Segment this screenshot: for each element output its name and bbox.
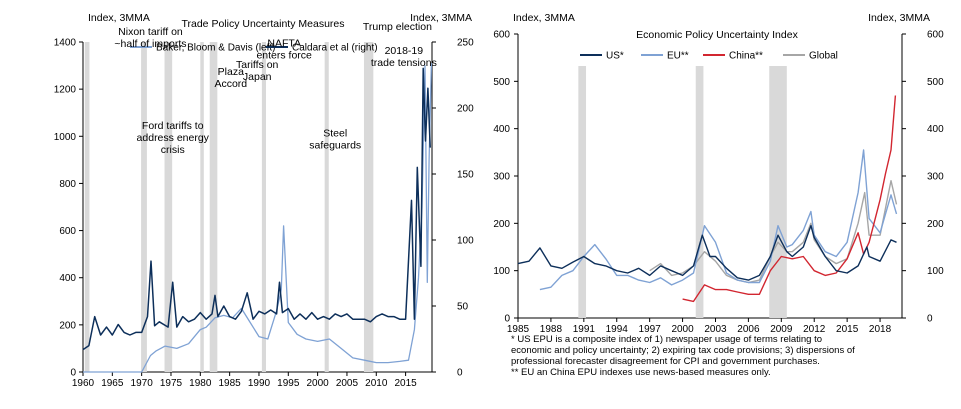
x-tick-label: 1985 xyxy=(219,378,242,389)
x-tick-label: 2009 xyxy=(770,324,793,335)
y-tick-label-right: 600 xyxy=(927,30,944,41)
legend-label: EU** xyxy=(667,51,689,62)
annotation-label: Steel safeguards xyxy=(309,127,361,151)
y-tick-label-right: 500 xyxy=(927,77,944,88)
x-tick-label: 1975 xyxy=(160,378,183,389)
recession-shade xyxy=(363,42,374,372)
y-tick-label-right: 100 xyxy=(457,236,474,247)
left-chart-title: Trade Policy Uncertainty Measures xyxy=(181,18,344,30)
x-tick-label: 1960 xyxy=(72,378,95,389)
y-tick-label-right: 400 xyxy=(927,124,944,135)
y-tick-label-right: 300 xyxy=(927,172,944,183)
y-tick-label-left: 1200 xyxy=(54,85,77,96)
x-tick-label: 1997 xyxy=(639,324,662,335)
x-tick-label: 1988 xyxy=(540,324,563,335)
y-tick-label-left: 600 xyxy=(59,226,76,237)
series-line-caldara xyxy=(82,67,431,351)
recession-shade xyxy=(578,66,587,318)
y-tick-label-right: 0 xyxy=(457,368,463,379)
x-tick-label: 2010 xyxy=(365,378,388,389)
x-tick-label: 1985 xyxy=(507,324,530,335)
x-tick-label: 2000 xyxy=(306,378,329,389)
series-line-china xyxy=(682,95,897,303)
y-tick-label-left: 100 xyxy=(493,266,510,277)
recession-shade xyxy=(164,42,173,372)
x-tick-label: 2018 xyxy=(869,324,892,335)
footnote-line: economic and policy uncertainty; 2) expi… xyxy=(511,345,855,356)
x-tick-label: 2015 xyxy=(836,324,859,335)
y-tick-label-left: 500 xyxy=(493,77,510,88)
y-tick-label-left: 800 xyxy=(59,179,76,190)
y-tick-label-left: 200 xyxy=(493,219,510,230)
y-tick-label-left: 0 xyxy=(70,368,76,379)
right-chart-right-axis-label: Index, 3MMA xyxy=(868,12,930,24)
y-tick-label-left: 1400 xyxy=(54,38,77,49)
left-chart-left-axis-label: Index, 3MMA xyxy=(88,12,150,24)
y-tick-label-left: 300 xyxy=(493,172,510,183)
y-tick-label-left: 200 xyxy=(59,320,76,331)
x-tick-label: 1965 xyxy=(101,378,124,389)
annotation-label: NAFTA enters force xyxy=(256,38,312,62)
y-tick-label-right: 200 xyxy=(927,219,944,230)
legend-label: Caldara et al (right) xyxy=(292,43,378,54)
annotation-label: 2018-19 trade tensions xyxy=(371,45,437,69)
right-chart-left-axis-label: Index, 3MMA xyxy=(513,12,575,24)
x-tick-label: 2000 xyxy=(671,324,694,335)
recession-shade xyxy=(209,42,218,372)
annotation-label: Ford tariffs to address energy crisis xyxy=(137,120,210,156)
x-tick-label: 2006 xyxy=(737,324,760,335)
right-chart-title: Economic Policy Uncertainty Index xyxy=(636,29,798,41)
y-tick-label-left: 400 xyxy=(59,273,76,284)
y-tick-label-right: 150 xyxy=(457,170,474,181)
y-tick-label-left: 600 xyxy=(493,30,510,41)
y-tick-label-right: 200 xyxy=(457,104,474,115)
series-line-bbd xyxy=(83,63,433,373)
x-tick-label: 1980 xyxy=(189,378,212,389)
recession-shade xyxy=(141,42,147,372)
y-tick-label-right: 0 xyxy=(927,314,933,325)
y-tick-label-right: 250 xyxy=(457,38,474,49)
legend-label: China** xyxy=(729,51,763,62)
left-chart-right-axis-label: Index, 3MMA xyxy=(410,12,472,24)
recession-shade xyxy=(200,42,204,372)
y-tick-label-right: 100 xyxy=(927,266,944,277)
recession-shade xyxy=(769,66,787,318)
x-tick-label: 1995 xyxy=(277,378,300,389)
legend-label: US* xyxy=(606,51,624,62)
x-tick-label: 1970 xyxy=(131,378,154,389)
recession-shade xyxy=(261,42,267,372)
y-tick-label-right: 50 xyxy=(457,302,469,313)
annotation-label: Nixon tariff on ~half of imports xyxy=(114,26,186,50)
series-line-us xyxy=(517,224,897,281)
x-tick-label: 1990 xyxy=(248,378,271,389)
footnote-line: ** EU an China EPU indexes use news-base… xyxy=(511,367,771,378)
x-tick-label: 2003 xyxy=(704,324,727,335)
y-tick-label-left: 400 xyxy=(493,124,510,135)
recession-shade xyxy=(84,42,90,372)
y-tick-label-left: 1000 xyxy=(54,132,77,143)
annotation-label: Trump election xyxy=(363,21,432,33)
x-tick-label: 2012 xyxy=(803,324,826,335)
recession-shade xyxy=(695,66,704,318)
legend-label: Baker, Bloom & Davis (left) xyxy=(156,43,275,54)
x-tick-label: 2005 xyxy=(336,378,359,389)
footnote-line: professional forecaster disagreement for… xyxy=(511,356,820,367)
footnote-line: * US EPU is a composite index of 1) news… xyxy=(511,334,823,345)
annotation-label: Tariffs on Japan xyxy=(236,59,279,83)
x-tick-label: 1994 xyxy=(606,324,629,335)
legend-label: Global xyxy=(809,51,838,62)
series-line-eu xyxy=(539,149,898,291)
footnotes: * US EPU is a composite index of 1) news… xyxy=(511,334,951,378)
x-tick-label: 1991 xyxy=(573,324,596,335)
y-tick-label-left: 0 xyxy=(504,314,510,325)
annotation-label: Plaza Accord xyxy=(214,66,247,90)
x-tick-label: 2015 xyxy=(394,378,417,389)
recession-shade xyxy=(324,42,329,372)
